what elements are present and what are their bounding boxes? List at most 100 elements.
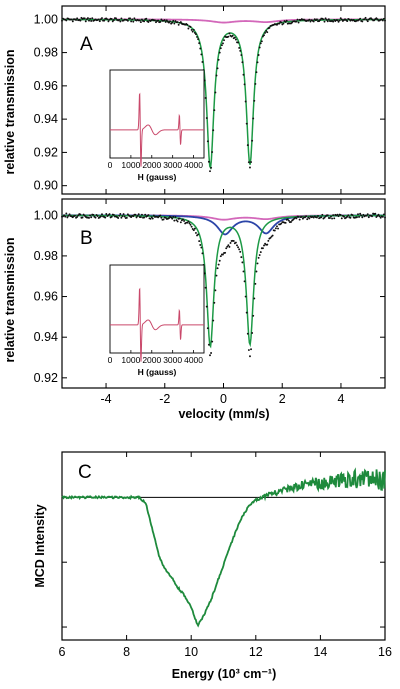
panel-b-inset-x-tick-label: 2000	[142, 355, 161, 365]
panel-c-letter: C	[78, 462, 92, 483]
panel-a-inset-x-axis-label: H (gauss)	[138, 172, 177, 182]
panel-a-inset-frame	[109, 69, 205, 159]
panel-b-data-point	[152, 214, 155, 217]
panel-a-data-point	[268, 26, 271, 29]
panel-a-data-point	[346, 20, 349, 23]
panel-b-inset-frame	[109, 264, 205, 354]
panel-a-data-point	[89, 17, 92, 20]
panel-a-inset-x-tick-label: 4000	[184, 160, 203, 170]
panel-a-data-point	[337, 20, 340, 23]
panel-a-data-point	[138, 19, 141, 22]
panel-a-data-point	[254, 82, 257, 85]
panel-b-data-point	[226, 245, 229, 248]
panel-b-series	[61, 212, 386, 358]
panel-a-inset-epr-trace	[110, 92, 204, 167]
panel-b-data-point	[241, 261, 244, 264]
panel-b-data-point	[378, 215, 381, 218]
panel-b-data-point	[323, 216, 326, 219]
panel-b-data-point	[224, 251, 227, 254]
panel-b-data-point	[315, 216, 318, 219]
panel-b-data-point	[193, 227, 196, 230]
panel-a-data-point	[308, 18, 311, 21]
panel-a-data-point	[204, 97, 207, 99]
panel-a-data-point	[280, 21, 283, 24]
panel-b-data-point	[217, 263, 220, 266]
panel-a-data-point	[173, 22, 176, 25]
panel-b-data-point	[263, 244, 265, 247]
panel-b-data-point	[159, 214, 162, 217]
panel-a-data-point	[244, 100, 247, 103]
panel-b-data-point	[123, 215, 126, 218]
panel-b-data-point	[331, 217, 334, 220]
panel-b-data-point	[206, 327, 209, 330]
panel-b-data-point	[227, 244, 230, 247]
panel-a-data-point	[186, 23, 189, 26]
panel-a-data-point	[322, 18, 325, 21]
panel-b-x-tick-label: -2	[159, 392, 170, 406]
panel-a-data-point	[140, 18, 143, 21]
panel-a-data-point	[233, 36, 236, 39]
panel-b-data-point	[175, 219, 178, 222]
panel-b-data-point	[195, 231, 197, 234]
panel-b-data-point	[374, 212, 377, 215]
panel-b-y-tick-label: 0.92	[34, 371, 58, 385]
panel-b-data-point	[137, 213, 140, 216]
panel-b-data-point	[361, 216, 364, 219]
panel-a-data-point	[340, 18, 343, 21]
panel-b-data-point	[204, 286, 207, 289]
panel-b: -4 -2 0 2 4 0.92 0.94 0.96 0.98 1.00 B r…	[3, 198, 386, 421]
panel-a-data-point	[206, 140, 209, 143]
panel-a-data-point	[143, 20, 146, 23]
panel-b-data-point	[277, 227, 279, 230]
panel-c-y-axis-label: MCD Intensity	[33, 504, 47, 587]
panel-b-data-point	[252, 314, 255, 317]
panel-a-data-point	[309, 20, 312, 23]
panel-a-data-point	[231, 34, 234, 37]
panel-a-data-point	[118, 18, 121, 21]
panel-b-data-point	[172, 215, 175, 218]
panel-b-data-point	[160, 216, 163, 219]
panel-a-y-tick-label: 1.00	[34, 12, 58, 26]
panel-b-data-point	[79, 213, 82, 216]
panel-b-data-point	[379, 216, 382, 219]
panel-b-data-point	[199, 244, 202, 246]
panel-b-x-tick-label: 0	[220, 392, 227, 406]
panel-b-data-point	[178, 217, 181, 220]
panel-a-data-point	[209, 170, 211, 173]
panel-a-data-point	[91, 17, 94, 20]
panel-b-data-point	[240, 256, 243, 259]
panel-a-data-point	[84, 20, 87, 23]
panel-a-letter: A	[80, 34, 93, 55]
panel-b-data-point	[139, 216, 142, 219]
panel-b-data-point	[119, 213, 122, 215]
panel-b-data-point	[122, 213, 125, 216]
panel-b-data-point	[384, 216, 386, 219]
panel-b-inset-x-tick-label: 0	[108, 355, 113, 365]
panel-b-inset: 0 1000 2000 3000 4000 H (gauss)	[108, 264, 205, 377]
panel-a-data-point	[242, 73, 245, 76]
panel-b-data-point	[308, 217, 311, 220]
panel-a-data-point	[245, 122, 248, 125]
panel-a-data-point	[278, 22, 281, 25]
panel-a: 0.90 0.92 0.94 0.96 0.98 1.00 A relative…	[3, 5, 386, 195]
panel-a-data-point	[364, 16, 367, 19]
panel-b-data-point	[216, 267, 219, 270]
panel-a-data-point	[139, 21, 142, 24]
panel-a-data-point	[265, 29, 268, 32]
panel-a-data-point	[133, 17, 136, 20]
panel-a-data-point	[212, 129, 215, 132]
panel-b-y-tick-label: 0.94	[34, 330, 58, 344]
panel-a-data-point	[201, 60, 204, 63]
panel-b-data-point	[205, 305, 208, 308]
panel-b-data-point	[210, 352, 213, 354]
panel-b-data-point	[207, 343, 210, 346]
panel-b-y-axis-label: relative transmission	[3, 237, 17, 362]
panel-a-data-point	[106, 18, 109, 21]
panel-a-data-point	[234, 38, 237, 41]
panel-a-data-point	[264, 31, 267, 34]
panel-a-data-point	[213, 109, 216, 112]
panel-a-data-point	[132, 20, 135, 23]
panel-a-data-point	[361, 20, 364, 23]
panel-a-data-point	[312, 20, 315, 23]
panel-b-data-point	[377, 213, 380, 216]
